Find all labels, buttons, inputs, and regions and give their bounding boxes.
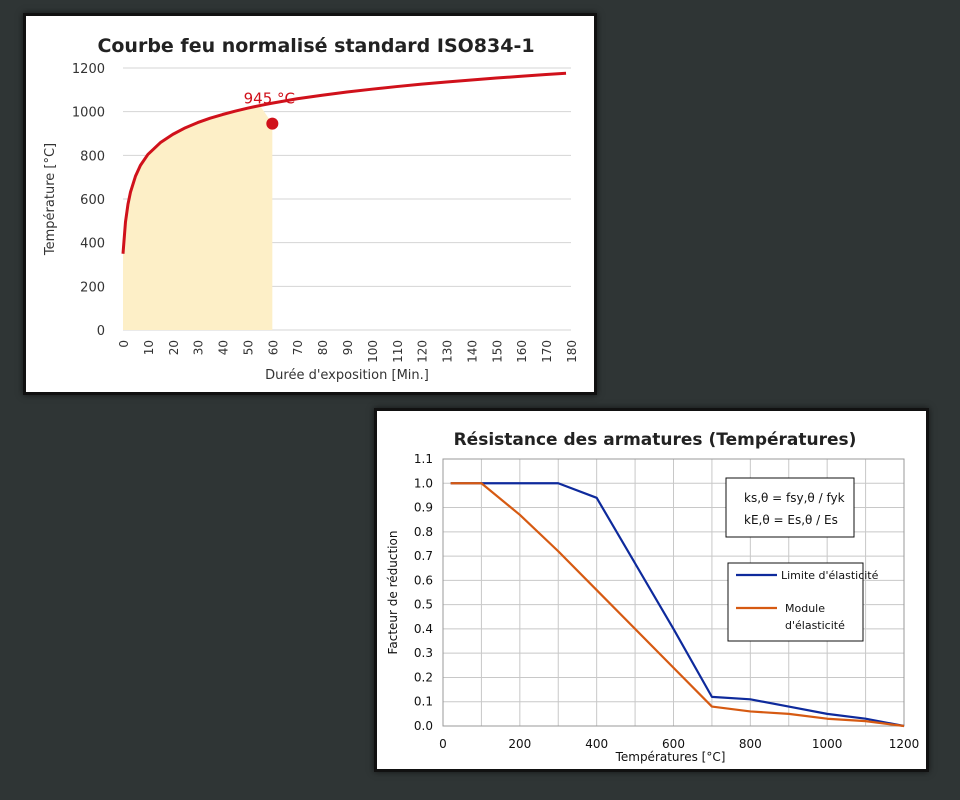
x-tick-label: 40: [217, 340, 231, 355]
formula-box: ks,θ = fsy,θ / fyk kE,θ = Es,θ / Es: [725, 477, 855, 538]
x-tick-label: 200: [508, 737, 531, 751]
x-tick-label: 1000: [812, 737, 843, 751]
legend-label: Module d'élasticité: [785, 602, 845, 632]
y-tick-label: 0.3: [414, 646, 433, 660]
x-tick-label: 600: [662, 737, 685, 751]
highlight-label: 945 °C: [244, 90, 295, 108]
fire-curve-chart: Courbe feu normalisé standard ISO834-1 0…: [43, 35, 579, 383]
legend-label: Limite d'élasticité: [781, 569, 879, 582]
x-tick-label: 20: [167, 340, 181, 355]
x-tick-label: 120: [416, 340, 430, 363]
y-tick-label: 0.6: [414, 573, 433, 587]
x-axis-label: Températures [°C]: [615, 750, 726, 764]
y-axis-label: Facteur de réduction: [386, 531, 400, 655]
y-tick-label: 0.9: [414, 501, 433, 515]
y-tick-label: 0.5: [414, 598, 433, 612]
y-axis-label: Température [°C]: [43, 143, 58, 256]
elastic-modulus-line: [450, 482, 905, 728]
legend: Limite d'élasticité Module d'élasticité: [727, 562, 879, 642]
y-tick-label: 0.1: [414, 695, 433, 709]
shaded-area: [123, 105, 273, 330]
y-tick-label: 600: [80, 193, 105, 208]
y-tick-label: 400: [80, 237, 105, 252]
chart-title: Courbe feu normalisé standard ISO834-1: [97, 35, 534, 57]
y-tick-label: 200: [80, 280, 105, 295]
x-tick-label: 180: [565, 340, 579, 363]
x-tick-label: 10: [142, 340, 156, 355]
x-tick-label: 400: [585, 737, 608, 751]
highlight-point: [266, 117, 279, 130]
x-tick-label: 70: [291, 340, 305, 355]
x-tick-label: 100: [366, 340, 380, 363]
y-tick-label: 1.0: [414, 476, 433, 490]
x-tick-label: 170: [540, 340, 554, 363]
y-tick-label: 1.1: [414, 452, 433, 466]
rebar-resistance-chart-panel: Résistance des armatures (Températures) …: [374, 408, 929, 772]
y-tick-label: 1200: [72, 62, 105, 77]
yield-strength-line: [450, 482, 905, 728]
fire-curve-line: [121, 71, 567, 254]
rebar-resistance-chart: Résistance des armatures (Températures) …: [386, 430, 920, 764]
formula-line-1: ks,θ = fsy,θ / fyk: [744, 491, 845, 505]
x-tick-label: 80: [316, 340, 330, 355]
x-tick-label: 150: [490, 340, 504, 363]
fire-curve-chart-panel: Courbe feu normalisé standard ISO834-1 0…: [23, 13, 597, 395]
y-tick-label: 0.8: [414, 525, 433, 539]
x-tick-label: 30: [192, 340, 206, 355]
x-tick-label: 50: [241, 340, 255, 355]
y-tick-label: 0: [97, 324, 105, 339]
y-tick-label: 1000: [72, 106, 105, 121]
y-tick-label: 800: [80, 149, 105, 164]
x-tick-label: 800: [739, 737, 762, 751]
plot-frame: [442, 458, 905, 727]
chart-title: Résistance des armatures (Températures): [454, 430, 857, 450]
x-tick-label: 140: [465, 340, 479, 363]
formula-line-2: kE,θ = Es,θ / Es: [744, 513, 838, 527]
x-tick-label: 0: [439, 737, 447, 751]
y-tick-label: 0.4: [414, 622, 433, 636]
y-tick-label: 0.7: [414, 549, 433, 563]
x-tick-label: 0: [117, 340, 131, 348]
x-tick-label: 160: [515, 340, 529, 363]
x-tick-label: 110: [391, 340, 405, 363]
x-tick-label: 130: [441, 340, 455, 363]
x-tick-label: 90: [341, 340, 355, 355]
x-tick-label: 60: [266, 340, 280, 355]
x-axis-label: Durée d'exposition [Min.]: [265, 368, 429, 383]
y-tick-label: 0.2: [414, 670, 433, 684]
y-tick-label: 0.0: [414, 719, 433, 733]
x-tick-label: 1200: [889, 737, 920, 751]
